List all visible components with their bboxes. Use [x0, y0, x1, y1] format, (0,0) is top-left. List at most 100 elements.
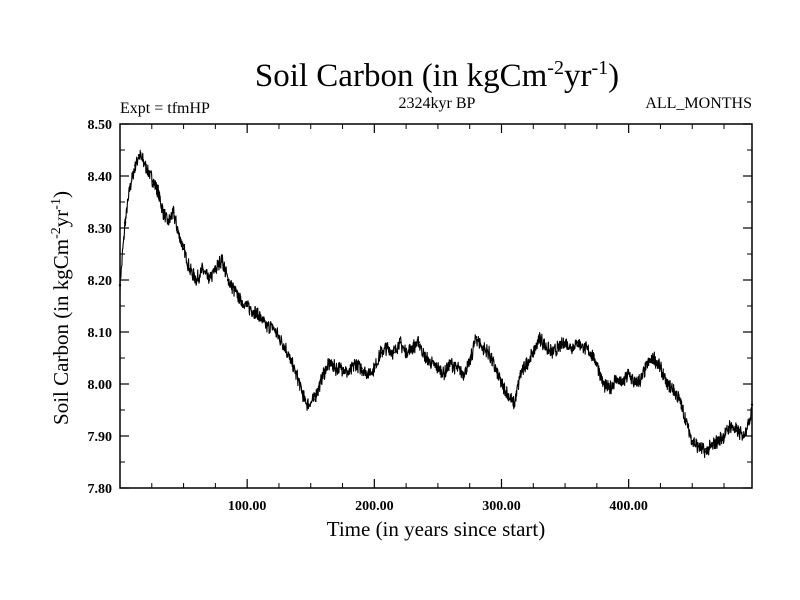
data-point — [570, 346, 573, 349]
data-point — [220, 258, 223, 261]
data-point — [487, 351, 490, 354]
data-point — [354, 362, 357, 365]
data-point — [684, 419, 688, 422]
data-point — [430, 362, 433, 365]
data-point — [188, 268, 192, 271]
data-point — [608, 388, 611, 391]
data-point — [506, 393, 510, 396]
data-point — [455, 367, 459, 370]
x-tick-label: 300.00 — [482, 499, 521, 514]
data-point — [258, 315, 262, 318]
data-point — [474, 336, 478, 339]
chart-title: Soil Carbon (in kgCm-2yr-1) — [255, 57, 619, 94]
data-point — [146, 169, 150, 172]
data-point — [729, 424, 732, 427]
data-point — [671, 388, 675, 391]
data-point — [582, 346, 586, 349]
data-point — [128, 185, 132, 188]
y-tick-label: 8.10 — [88, 326, 113, 341]
data-point — [347, 372, 351, 375]
data-point — [233, 289, 236, 292]
data-point — [182, 247, 185, 250]
y-tick-label: 7.90 — [88, 430, 113, 445]
data-point — [379, 351, 382, 354]
data-point — [449, 362, 452, 365]
data-point — [307, 403, 310, 406]
data-point — [481, 346, 484, 349]
data-point — [226, 278, 230, 282]
data-point — [750, 403, 754, 406]
data-point — [513, 403, 516, 406]
x-tick-label: 400.00 — [609, 499, 648, 514]
data-point — [417, 341, 421, 344]
data-point — [538, 336, 541, 339]
data-point — [385, 346, 389, 349]
data-point — [646, 362, 649, 365]
data-point — [576, 341, 579, 344]
data-point — [621, 382, 624, 386]
data-point — [602, 382, 605, 386]
data-point — [551, 351, 554, 354]
y-tick-label: 7.80 — [88, 482, 113, 497]
data-point — [563, 341, 567, 344]
data-point — [118, 284, 122, 287]
data-point — [303, 398, 306, 401]
data-point — [589, 351, 592, 354]
data-point — [207, 278, 211, 282]
data-point — [423, 356, 427, 360]
y-tick-label: 8.50 — [88, 118, 113, 133]
data-point — [652, 356, 656, 360]
data-point — [748, 419, 751, 422]
experiment-label: Expt = tfmHP — [120, 100, 210, 117]
y-tick-label: 8.40 — [88, 170, 113, 185]
data-point — [328, 362, 332, 365]
data-point — [277, 336, 281, 339]
data-point — [334, 367, 338, 370]
data-point — [697, 445, 700, 448]
data-point — [252, 310, 255, 313]
y-tick-label: 8.00 — [88, 378, 113, 393]
data-point — [703, 450, 707, 453]
data-point — [265, 325, 268, 328]
data-point — [716, 440, 719, 443]
plot-area — [118, 149, 754, 459]
data-point — [167, 221, 170, 224]
data-point — [177, 232, 180, 235]
data-point — [468, 362, 471, 365]
x-tick-label: 100.00 — [228, 499, 267, 514]
months-label: ALL_MONTHS — [645, 95, 752, 112]
y-tick-label: 8.30 — [88, 222, 113, 237]
data-point — [627, 372, 630, 375]
data-point — [735, 429, 738, 432]
data-point — [373, 367, 376, 370]
data-point — [141, 159, 145, 162]
data-point — [411, 346, 414, 349]
data-point — [172, 211, 175, 214]
data-point — [214, 268, 217, 271]
period-label: 2324kyr BP — [399, 95, 476, 112]
data-point — [691, 440, 694, 443]
data-point — [404, 351, 408, 354]
data-point — [312, 398, 315, 401]
data-point — [532, 351, 535, 354]
data-point — [595, 362, 599, 365]
data-point — [162, 211, 165, 214]
data-point — [462, 372, 465, 375]
data-point — [239, 299, 243, 302]
data-point — [341, 367, 344, 370]
data-point — [284, 346, 287, 349]
data-point — [366, 372, 370, 375]
data-point — [156, 190, 160, 193]
data-point — [443, 372, 446, 375]
data-point — [398, 341, 401, 344]
data-point — [525, 362, 529, 365]
x-axis-label: Time (in years since start) — [327, 517, 546, 541]
data-point — [436, 367, 440, 370]
data-point — [360, 367, 363, 370]
data-point — [201, 268, 204, 271]
data-point — [392, 351, 395, 354]
series-line — [119, 149, 753, 459]
data-point — [665, 382, 669, 386]
data-point — [741, 434, 745, 438]
